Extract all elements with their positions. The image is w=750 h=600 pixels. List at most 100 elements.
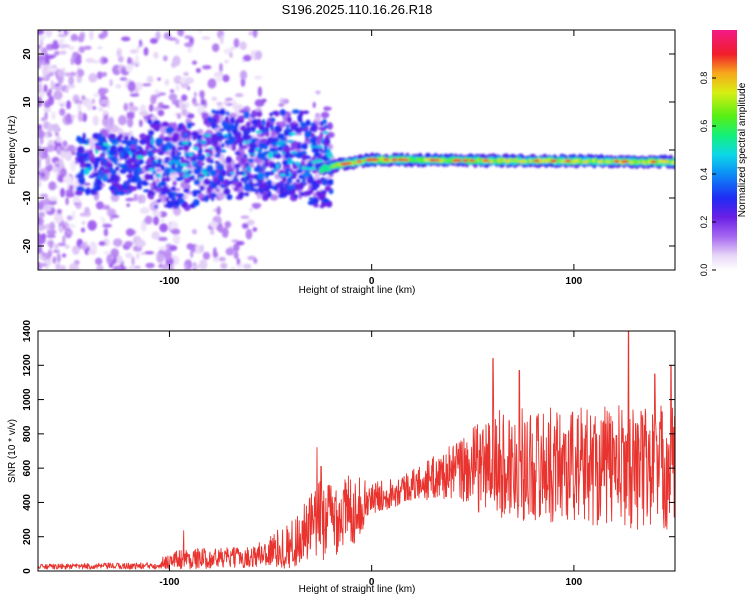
heatmap-noise-cell — [52, 256, 57, 264]
heatmap-cell — [188, 175, 193, 181]
heatmap-cell — [192, 163, 201, 168]
heatmap-cell — [313, 181, 317, 186]
heatmap-noise-cell — [59, 50, 67, 55]
heatmap-cell — [257, 171, 265, 180]
heatmap-noise-cell — [38, 124, 43, 130]
heatmap-noise-cell — [201, 36, 211, 40]
heatmap-noise-cell — [135, 54, 139, 65]
heatmap-cell — [220, 184, 227, 189]
heatmap-noise-cell — [245, 228, 253, 240]
heatmap-noise-cell — [101, 116, 110, 127]
heatmap-cell — [218, 138, 223, 143]
heatmap-cell — [155, 137, 164, 146]
heatmap-noise-cell — [38, 232, 41, 239]
heatmap-cell — [237, 115, 245, 120]
heatmap-cell — [102, 158, 107, 165]
heatmap-noise-cell — [175, 38, 180, 45]
heatmap-cell — [310, 160, 318, 164]
heatmap-noise-cell — [129, 102, 134, 107]
heatmap-noise-cell — [64, 244, 70, 249]
heatmap-noise-cell — [229, 52, 233, 59]
heatmap-noise-cell — [235, 240, 245, 246]
heatmap-cell — [92, 171, 99, 178]
heatmap-ridge-peak — [565, 159, 572, 163]
heatmap-cell — [211, 109, 216, 114]
heatmap-cell — [152, 181, 156, 188]
colorbar-tick-label: 0.6 — [699, 120, 709, 133]
heatmap-noise-cell — [233, 38, 240, 48]
heatmap-cell — [184, 179, 191, 184]
heatmap-noise-cell — [133, 265, 141, 269]
heatmap-noise-cell — [156, 168, 161, 173]
heatmap-cell — [74, 189, 83, 196]
heatmap-cell — [301, 176, 306, 185]
heatmap-cell — [149, 173, 154, 181]
heatmap-cell — [270, 137, 277, 142]
colorbar-gradient — [712, 30, 737, 270]
heatmap-cell — [231, 143, 236, 152]
heatmap-noise-cell — [42, 204, 52, 212]
heatmap-noise-cell — [241, 223, 249, 229]
heatmap-noise-cell — [50, 79, 55, 91]
heatmap-cell — [238, 191, 244, 199]
heatmap-noise-cell — [184, 264, 188, 270]
heatmap-cell — [117, 190, 122, 196]
colorbar-tick-label: 0.2 — [699, 216, 709, 229]
heatmap-cell — [279, 109, 286, 116]
y-tick-label: 0 — [22, 568, 33, 574]
heatmap-noise-cell — [320, 111, 330, 119]
heatmap-noise-cell — [53, 90, 63, 100]
heatmap-cell — [97, 135, 104, 144]
heatmap-noise-cell — [160, 105, 170, 109]
heatmap-cell — [219, 128, 225, 132]
heatmap-cell — [244, 183, 251, 192]
heatmap-cell — [129, 144, 138, 150]
heatmap-cell — [221, 143, 225, 148]
heatmap-cell — [319, 193, 324, 201]
heatmap-ridge-peak — [462, 159, 469, 162]
heatmap-cell — [165, 127, 169, 134]
heatmap-noise-cell — [94, 257, 103, 266]
y-tick-label: 600 — [22, 459, 33, 476]
heatmap-cell — [81, 139, 89, 145]
heatmap-cell — [93, 161, 99, 169]
heatmap-cell — [319, 131, 324, 139]
heatmap-noise-cell — [98, 107, 104, 112]
heatmap-noise-cell — [216, 101, 223, 106]
y-tick-label: 20 — [22, 48, 33, 60]
heatmap-noise-cell — [199, 90, 205, 99]
heatmap-cell — [183, 144, 190, 152]
heatmap-noise-cell — [53, 212, 63, 224]
heatmap-cell — [203, 178, 211, 186]
heatmap-noise-cell — [101, 71, 107, 77]
heatmap-cell — [229, 116, 235, 125]
heatmap-noise-cell — [228, 112, 238, 119]
heatmap-ridge-peak — [482, 159, 489, 163]
heatmap-noise-cell — [236, 257, 241, 266]
heatmap-cell — [325, 152, 332, 156]
heatmap-cell — [76, 186, 84, 192]
heatmap-cell — [291, 125, 298, 131]
heatmap-noise-cell — [78, 46, 86, 54]
heatmap-noise-cell — [98, 241, 106, 246]
heatmap-cell — [94, 157, 102, 162]
heatmap-cell — [181, 141, 189, 145]
heatmap-noise-cell — [92, 115, 99, 126]
heatmap-cell — [267, 151, 274, 160]
heatmap-cell — [326, 154, 334, 159]
heatmap-cell — [164, 141, 173, 150]
heatmap-cell — [291, 170, 299, 174]
heatmap-ridge-peak — [383, 158, 390, 162]
heatmap-cell — [301, 142, 308, 150]
heatmap-noise-cell — [79, 212, 87, 217]
heatmap-cell — [193, 179, 201, 186]
heatmap-noise-cell — [38, 98, 43, 108]
heatmap-noise-cell — [193, 91, 197, 98]
heatmap-noise-cell — [66, 230, 73, 235]
heatmap-ridge-peak — [402, 158, 409, 162]
heatmap-noise-cell — [70, 56, 75, 66]
heatmap-ridge-peak — [340, 162, 347, 166]
heatmap-noise-cell — [278, 103, 285, 107]
